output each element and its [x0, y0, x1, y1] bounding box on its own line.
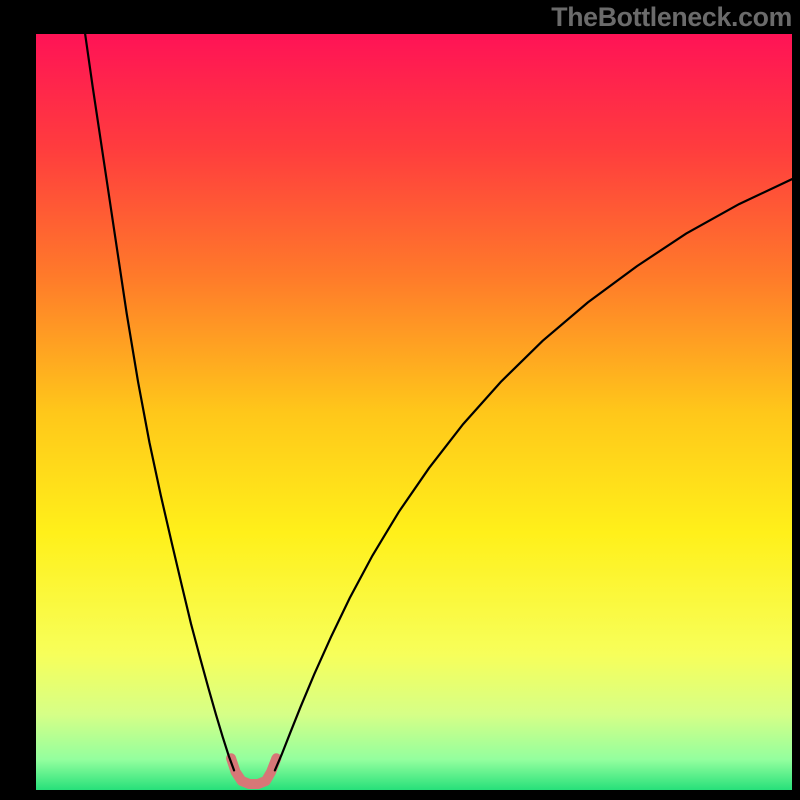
watermark-text: TheBottleneck.com	[551, 2, 792, 33]
curve-left	[85, 34, 234, 770]
canvas-frame: TheBottleneck.com	[0, 0, 800, 800]
plot-area	[36, 34, 792, 790]
curve-right	[275, 179, 792, 770]
curves-svg	[36, 34, 792, 790]
curve-valley	[231, 758, 276, 784]
